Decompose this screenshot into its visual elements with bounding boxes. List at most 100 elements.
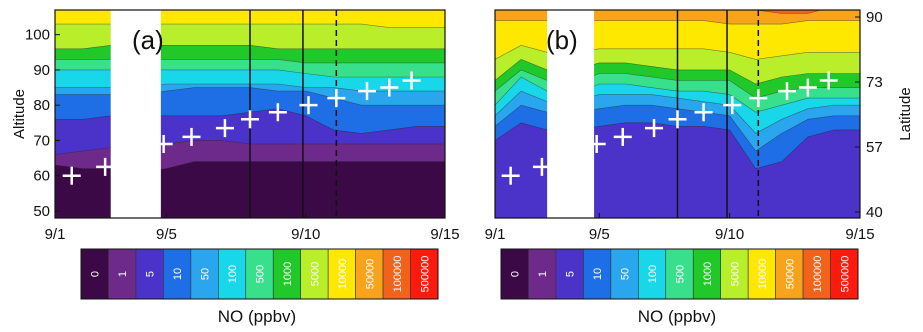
y-axis-title-right: Latitude: [897, 87, 914, 140]
x-tick-label: 9/10: [291, 226, 320, 243]
colorbar-title-b: NO (ppbv): [638, 307, 716, 326]
colorbar-label-1000: 1000: [282, 262, 294, 286]
x-tick-label: 9/15: [430, 226, 459, 243]
position-marker-9: [749, 89, 768, 108]
position-marker-5: [645, 119, 664, 138]
colorbar-label-500000: 500000: [419, 256, 431, 293]
colorbar-label-1: 1: [117, 271, 129, 277]
data-gap: [547, 10, 595, 218]
colorbar-swatch-500000: [410, 248, 439, 300]
position-marker-12: [819, 71, 838, 90]
y-tick-label: 80: [33, 97, 50, 114]
x-tick-label: 9/1: [45, 226, 66, 243]
colorbar-swatch-50: [610, 248, 639, 300]
colorbar-swatch-500000: [830, 248, 859, 300]
colorbar-swatch-100000: [802, 248, 831, 300]
panel-b: (b) 9/1 9/5 9/10 9/15 40 57 73 90 Latitude: [485, 9, 914, 243]
y-ticks-left: 50 60 70 80 90 100: [25, 27, 60, 220]
colorbar-label-5: 5: [565, 271, 577, 277]
y-ticks-right: 40 57 73 90: [855, 9, 883, 221]
colorbar-swatch-5000: [720, 248, 749, 300]
colorbar-swatch-50000: [355, 248, 384, 300]
colorbar-title-a: NO (ppbv): [218, 307, 296, 326]
colorbar-label-50000: 50000: [784, 259, 796, 290]
colorbar-label-100: 100: [647, 265, 659, 283]
colorbar-label-100: 100: [227, 265, 239, 283]
frame-b: [494, 9, 861, 219]
position-marker-2: [96, 157, 115, 176]
position-marker-10: [778, 82, 796, 101]
y-tick-label: 70: [33, 132, 50, 149]
colorbar-label-50000: 50000: [364, 259, 376, 290]
contour-plot-b: [495, 10, 860, 218]
colorbar-swatch-10: [163, 248, 192, 300]
colorbar-label-1: 1: [537, 271, 549, 277]
colorbar-swatch-10: [583, 248, 612, 300]
y-tick-label: 90: [866, 9, 883, 26]
colorbar-b: 0 1 5 10 50 100 500 1000 5000 10000 50000 100000 500…: [500, 248, 859, 300]
colorbar-frame: [80, 248, 439, 300]
x-tick-label: 9/5: [589, 226, 610, 243]
data-gap: [110, 10, 161, 218]
colorbar-label-10: 10: [172, 268, 184, 280]
colorbar-label-500000: 500000: [839, 256, 851, 293]
colorbar-label-50: 50: [620, 268, 632, 280]
position-marker-12: [402, 71, 421, 90]
colorbar-swatch-0: [80, 248, 109, 300]
x-ticks-a: 9/1 9/5 9/10 9/15: [45, 213, 460, 243]
colorbar-label-1000: 1000: [702, 262, 714, 286]
colorbar-swatch-10000: [747, 248, 776, 300]
position-marker-8: [299, 96, 318, 115]
colorbar-label-10000: 10000: [757, 259, 769, 290]
colorbar-label-500: 500: [675, 265, 687, 283]
x-tick-label: 9/5: [156, 226, 177, 243]
y-tick-label: 100: [25, 27, 50, 44]
colorbar-frame: [500, 248, 859, 300]
colorbar-label-0: 0: [510, 271, 522, 277]
contour-band-50000-100000: [753, 10, 823, 14]
y-tick-label: 73: [866, 74, 883, 91]
colorbar-label-5000: 5000: [309, 262, 321, 286]
panel-label-a: (a): [132, 25, 164, 55]
colorbar-label-0: 0: [90, 271, 102, 277]
colorbar-swatch-5: [135, 248, 164, 300]
panel-a: (a) 9/1 9/5 9/10 9/15 50 60 70 80 90 100 Altitud…: [11, 9, 460, 243]
position-marker-6: [668, 110, 687, 129]
position-marker-8: [723, 96, 742, 115]
y-tick-label: 40: [866, 204, 883, 221]
position-marker-11: [798, 78, 817, 97]
frame-a: [54, 9, 446, 219]
x-tick-label: 9/1: [485, 226, 506, 243]
position-marker-1: [62, 166, 81, 185]
colorbar-label-50: 50: [200, 268, 212, 280]
position-marker-3: [154, 134, 173, 153]
position-marker-5: [215, 119, 234, 138]
position-marker-4: [182, 127, 201, 146]
colorbar-label-500: 500: [255, 265, 267, 283]
colorbar-label-10000: 10000: [337, 259, 349, 290]
colorbar-label-100000: 100000: [812, 256, 824, 293]
x-tick-label: 9/10: [715, 226, 744, 243]
colorbar-label-5000: 5000: [729, 262, 741, 286]
colorbar-label-10: 10: [592, 268, 604, 280]
y-tick-label: 57: [866, 139, 883, 156]
position-marker-11: [380, 78, 399, 97]
y-tick-label: 60: [33, 168, 50, 185]
position-marker-3: [587, 134, 606, 153]
colorbar-a: 0 1 5 10 50 100 500 1000 5000 10000 50000 100000 500…: [80, 248, 439, 300]
x-ticks-b: 9/1 9/5 9/10 9/15: [485, 213, 875, 243]
colorbar-swatch-50: [190, 248, 219, 300]
y-axis-title-left: Altitude: [11, 89, 28, 139]
y-tick-label: 90: [33, 62, 50, 79]
position-marker-7: [268, 103, 287, 122]
colorbar-swatch-5000: [300, 248, 329, 300]
position-marker-9: [327, 89, 346, 108]
position-marker-1: [501, 166, 520, 185]
position-marker-10: [358, 82, 376, 101]
panel-label-b: (b): [546, 25, 578, 55]
position-marker-6: [241, 110, 259, 129]
position-marker-7: [694, 103, 713, 122]
contour-plot-a: [55, 10, 445, 218]
position-marker-2: [532, 157, 551, 176]
